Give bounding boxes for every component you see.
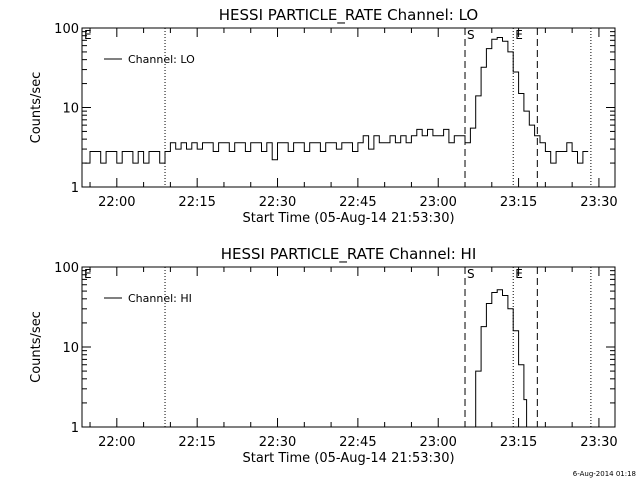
y-tick-label: 100 xyxy=(54,261,79,276)
x-tick-label: 22:45 xyxy=(339,435,376,450)
x-axis-label: Start Time (05-Aug-14 21:53:30) xyxy=(242,451,454,466)
y-tick-label: 10 xyxy=(62,341,79,356)
x-tick-label: 22:00 xyxy=(98,195,135,210)
x-tick-label: 22:45 xyxy=(339,195,376,210)
x-tick-label: 22:00 xyxy=(98,435,135,450)
series-line xyxy=(471,289,528,427)
legend-label: Channel: LO xyxy=(128,53,195,66)
chart-panel-2: HESSI PARTICLE_RATE Channel: HI 1 10 100 Cou… xyxy=(29,245,618,466)
x-tick-label: 23:30 xyxy=(580,195,617,210)
series-line xyxy=(84,37,589,164)
y-axis-label: Counts/sec xyxy=(29,72,44,144)
legend-label: Channel: HI xyxy=(128,292,192,305)
chart-title: HESSI PARTICLE_RATE Channel: LO xyxy=(219,6,478,25)
x-tick-label: 22:15 xyxy=(178,435,215,450)
y-axis-label: Counts/sec xyxy=(29,311,44,383)
marker-label: E xyxy=(84,267,92,281)
y-tick-label: 100 xyxy=(54,22,79,37)
chart-panel-1: HESSI PARTICLE_RATE Channel: LO 1 10 100 Cou… xyxy=(29,6,618,226)
x-tick-label: 23:30 xyxy=(580,435,617,450)
x-tick-label: 22:30 xyxy=(259,195,296,210)
y-tick-label: 1 xyxy=(71,421,79,436)
y-tick-label: 1 xyxy=(71,181,79,196)
marker-label: E xyxy=(515,28,523,42)
marker-label: E xyxy=(515,267,523,281)
marker-label: S xyxy=(467,28,475,42)
x-tick-label: 23:00 xyxy=(419,195,456,210)
plot-frame xyxy=(81,266,616,428)
marker-label: S xyxy=(467,267,475,281)
marker-label: E xyxy=(84,28,92,42)
x-tick-label: 23:15 xyxy=(500,195,537,210)
chart-title: HESSI PARTICLE_RATE Channel: HI xyxy=(221,245,477,264)
timestamp-footer: 6-Aug-2014 01:18 xyxy=(573,470,636,478)
x-tick-label: 23:15 xyxy=(500,435,537,450)
y-tick-label: 10 xyxy=(62,102,79,117)
x-tick-label: 22:30 xyxy=(259,435,296,450)
x-tick-label: 22:15 xyxy=(178,195,215,210)
x-axis-label: Start Time (05-Aug-14 21:53:30) xyxy=(242,211,454,226)
x-tick-label: 23:00 xyxy=(419,435,456,450)
